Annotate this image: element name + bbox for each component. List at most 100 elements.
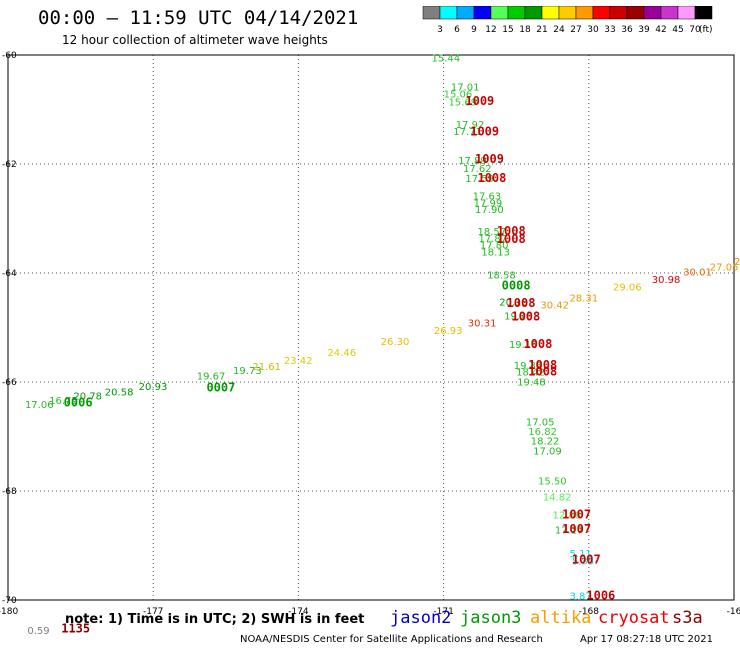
colorbar-label: 45 bbox=[672, 25, 683, 35]
wave-height-value: 20.78 bbox=[73, 391, 102, 402]
pressure-value: 1008 bbox=[497, 224, 526, 238]
wave-height-value: 5.35 bbox=[572, 557, 594, 568]
satellite-s3a: s3a bbox=[672, 608, 703, 628]
longitude-label: -16 bbox=[727, 607, 740, 617]
wave-height-value: 18.42 bbox=[516, 367, 545, 378]
wave-height-value: 30.42 bbox=[540, 300, 569, 311]
colorbar-label: 30 bbox=[587, 25, 599, 35]
wave-height-value: 27.05 bbox=[710, 262, 739, 273]
pressure-value: 1009 bbox=[465, 94, 494, 108]
wave-height-value: 0.59 bbox=[27, 626, 49, 637]
wave-height-value: 3.87 bbox=[569, 591, 591, 602]
wave-height-value: 30.01 bbox=[683, 268, 712, 279]
latitude-label: -66 bbox=[2, 378, 17, 388]
wave-height-value: 30.31 bbox=[468, 318, 497, 329]
wave-height-value: 17.89 bbox=[458, 156, 487, 167]
colorbar-label: 12 bbox=[485, 25, 496, 35]
wave-height-value: 17.99 bbox=[474, 199, 503, 210]
pressure-value: 1008 bbox=[507, 296, 536, 310]
wave-height-value: 26.30 bbox=[381, 337, 410, 348]
colorbar-label: 33 bbox=[604, 25, 615, 35]
wave-height-value: 17.71 bbox=[453, 127, 482, 138]
wave-height-value: 12.88 bbox=[553, 510, 582, 521]
pressure-value: 1008 bbox=[511, 309, 540, 323]
colorbar-label: 24 bbox=[553, 25, 565, 35]
map-frame bbox=[7, 54, 735, 601]
pressure-value: 0007 bbox=[206, 380, 235, 394]
wave-height-value: 21.61 bbox=[252, 362, 281, 373]
colorbar-label: 3 bbox=[437, 25, 443, 35]
colorbar-label: 39 bbox=[638, 25, 650, 35]
wave-height-value: 19.39 bbox=[514, 361, 543, 372]
pressure-value: 1007 bbox=[562, 522, 591, 536]
map-title: 00:00 – 11:59 UTC 04/14/2021 bbox=[38, 7, 359, 29]
wave-height-value: 30.98 bbox=[652, 275, 681, 286]
latitude-label: -62 bbox=[2, 160, 17, 170]
wave-height-value: 19.48 bbox=[517, 377, 546, 388]
satellite-cryosat: cryosat bbox=[598, 608, 670, 628]
wave-height-value: 15.69 bbox=[448, 98, 477, 109]
satellite-jason3: jason3 bbox=[460, 608, 522, 628]
latitude-label: -68 bbox=[2, 487, 17, 497]
longitude-label: -174 bbox=[288, 607, 309, 617]
wave-height-value: 16.82 bbox=[528, 427, 557, 438]
wave-height-value: 16.75 bbox=[49, 396, 78, 407]
footer-note: note: 1) Time is in UTC; 2) SWH is in fe… bbox=[65, 612, 365, 627]
wave-height-value: 17.06 bbox=[25, 400, 54, 411]
wave-height-value: 17.92 bbox=[456, 120, 485, 131]
wave-height-value: 17.17 bbox=[555, 526, 584, 537]
pressure-value: 1008 bbox=[528, 364, 557, 378]
color-scale-legend: 3 6 9 12 15 18 21 24 27 30 33 36 39 42 45 70(ft) bbox=[422, 6, 713, 35]
pressure-value: 1008 bbox=[523, 337, 552, 351]
wave-height-value: 19.18 bbox=[509, 340, 538, 351]
wave-height-value: 18.58 bbox=[487, 270, 516, 281]
colorbar-swatch bbox=[694, 6, 713, 20]
wave-height-value: 29.06 bbox=[613, 282, 642, 293]
satellite-jason2: jason2 bbox=[390, 608, 452, 628]
longitude-label: -168 bbox=[579, 607, 600, 617]
wave-height-value: 20.58 bbox=[105, 388, 134, 399]
wave-height-value: 17.63 bbox=[473, 191, 502, 202]
wave-height-value: 15.50 bbox=[538, 476, 567, 487]
colorbar-label: 9 bbox=[471, 25, 477, 35]
pressure-value: 1009 bbox=[475, 152, 504, 166]
colorbar-label: 36 bbox=[621, 25, 633, 35]
wave-height-value: 20.93 bbox=[139, 382, 168, 393]
pressure-value: 1007 bbox=[572, 552, 601, 566]
wave-height-value: 17.80 bbox=[480, 240, 509, 251]
colorbar-unit: (ft) bbox=[699, 25, 713, 35]
wave-height-value: 28.31 bbox=[569, 293, 598, 304]
wave-height-value: 17.01 bbox=[451, 82, 480, 93]
wave-height-value: 23.42 bbox=[284, 356, 313, 367]
wave-height-value: 18.13 bbox=[481, 248, 510, 259]
wave-height-value: 15.44 bbox=[432, 54, 461, 65]
wave-height-value: 18.57 bbox=[477, 227, 506, 238]
wave-height-value: 26.93 bbox=[434, 326, 463, 337]
latitude-label: -64 bbox=[2, 269, 17, 279]
wave-height-value: 19.73 bbox=[233, 366, 262, 377]
wave-height-value: 19.67 bbox=[197, 371, 226, 382]
wave-height-value: 28.41 bbox=[734, 257, 740, 268]
wave-height-value: 17.09 bbox=[533, 446, 562, 457]
satellite-altika: altika bbox=[530, 608, 592, 628]
wave-height-value: 20.18 bbox=[499, 298, 528, 309]
wave-height-value: 17.87 bbox=[478, 234, 507, 245]
wave-height-value: 17.59 bbox=[465, 174, 494, 185]
longitude-label: -177 bbox=[143, 607, 163, 617]
colorbar-label: 18 bbox=[519, 25, 531, 35]
generation-timestamp: Apr 17 08:27:18 UTC 2021 bbox=[580, 634, 713, 645]
wave-height-value: 14.82 bbox=[543, 492, 572, 503]
map-subtitle: 12 hour collection of altimeter wave hei… bbox=[62, 33, 328, 47]
longitude-label: -171 bbox=[433, 607, 453, 617]
colorbar-label: 42 bbox=[655, 25, 666, 35]
credit-line: NOAA/NESDIS Center for Satellite Applica… bbox=[240, 634, 543, 645]
wave-height-value: 15.06 bbox=[444, 90, 473, 101]
pressure-value: 1008 bbox=[497, 232, 526, 246]
wave-height-value: 19.26 bbox=[504, 311, 533, 322]
pressure-value: 0008 bbox=[502, 278, 531, 292]
wave-height-value: 17.62 bbox=[463, 164, 492, 175]
wave-height-value: 18.22 bbox=[531, 437, 560, 448]
pressure-value: 1135 bbox=[61, 622, 90, 636]
colorbar-label: 27 bbox=[570, 25, 581, 35]
